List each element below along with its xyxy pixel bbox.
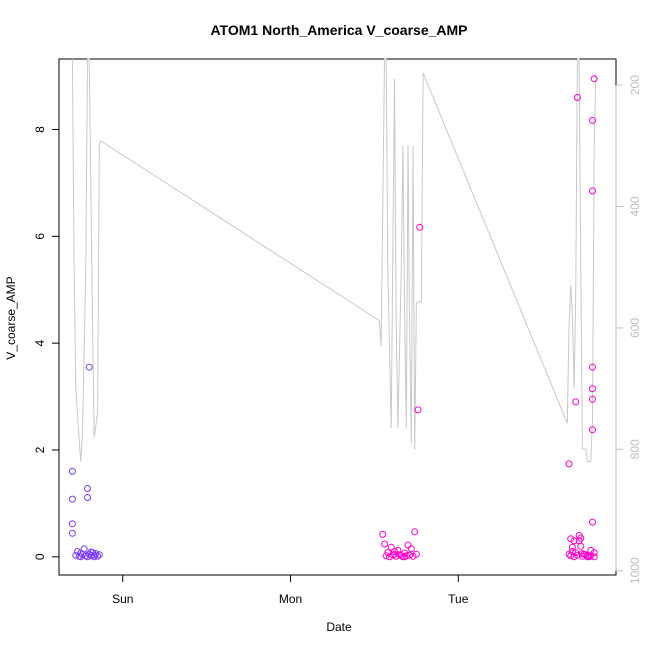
plot-frame — [58, 58, 617, 576]
data-point — [577, 534, 585, 542]
y-tick-label: 0 — [33, 553, 47, 560]
data-point — [589, 518, 596, 526]
scatter-points-layer — [68, 75, 598, 561]
data-point — [87, 548, 95, 556]
line-series-layer — [71, 58, 597, 462]
data-point — [392, 552, 400, 560]
y-tick-label: 2 — [33, 446, 47, 453]
data-point — [68, 495, 76, 503]
data-point — [589, 395, 596, 403]
y-axis: 0 2 4 6 8 — [33, 126, 60, 560]
y-tick-label: 4 — [33, 340, 47, 347]
data-point — [94, 552, 102, 560]
data-point — [589, 385, 596, 393]
data-point — [381, 540, 388, 548]
data-point — [412, 550, 420, 558]
chart-title: ATOM1 North_America V_coarse_AMP — [210, 22, 467, 38]
data-point — [391, 548, 398, 555]
data-point — [584, 553, 591, 561]
data-point — [77, 553, 85, 561]
y-tick-label: 8 — [33, 126, 47, 133]
data-point — [589, 426, 596, 434]
data-point — [72, 551, 80, 559]
data-point — [84, 494, 91, 501]
data-point — [578, 552, 586, 560]
data-point — [565, 550, 573, 558]
data-point — [587, 552, 595, 560]
data-point — [68, 529, 76, 537]
data-point — [570, 537, 578, 545]
data-point — [401, 553, 409, 561]
data-point — [68, 467, 76, 475]
y2-tick-label: 400 — [628, 196, 642, 216]
data-point — [589, 363, 596, 371]
data-point — [589, 187, 596, 195]
data-point — [567, 535, 575, 543]
data-point — [389, 551, 397, 559]
y2-tick-label: 1000 — [628, 557, 642, 584]
data-point — [387, 543, 395, 551]
data-point — [82, 552, 90, 560]
data-point — [589, 116, 596, 124]
data-point — [411, 528, 419, 536]
data-point — [414, 406, 422, 414]
data-point — [590, 75, 598, 83]
x-axis: Sun Mon Tue — [112, 574, 469, 606]
y2-tick-label: 800 — [628, 439, 642, 459]
secondary-y-axis: 200 400 600 800 1000 — [615, 75, 642, 584]
data-point — [68, 520, 76, 528]
y-tick-label: 6 — [33, 233, 47, 240]
data-point — [402, 552, 410, 560]
data-point — [409, 552, 417, 560]
data-point — [84, 485, 91, 492]
data-point — [572, 398, 580, 406]
x-axis-label: Date — [326, 620, 352, 634]
data-point — [573, 94, 581, 101]
data-point — [578, 550, 586, 558]
data-point — [74, 548, 81, 555]
data-point — [90, 553, 98, 561]
x-tick-label: Mon — [279, 592, 302, 606]
data-point — [582, 551, 590, 559]
data-point — [84, 553, 91, 561]
y-axis-label: V_coarse_AMP — [4, 276, 18, 359]
data-point — [85, 363, 93, 371]
x-tick-label: Sun — [112, 592, 133, 606]
data-point — [590, 553, 598, 561]
data-point — [572, 549, 580, 557]
data-point — [379, 530, 387, 538]
data-point — [568, 543, 576, 551]
data-point — [382, 552, 390, 560]
data-point — [404, 541, 412, 549]
y2-tick-label: 200 — [628, 75, 642, 95]
data-point — [567, 552, 575, 560]
data-point — [80, 545, 88, 553]
data-point — [407, 545, 415, 553]
series-line — [71, 58, 597, 462]
data-point — [565, 460, 573, 468]
data-point — [386, 553, 393, 561]
y2-tick-label: 600 — [628, 318, 642, 338]
x-tick-label: Tue — [448, 592, 469, 606]
data-point — [406, 551, 414, 559]
data-point — [416, 223, 424, 231]
